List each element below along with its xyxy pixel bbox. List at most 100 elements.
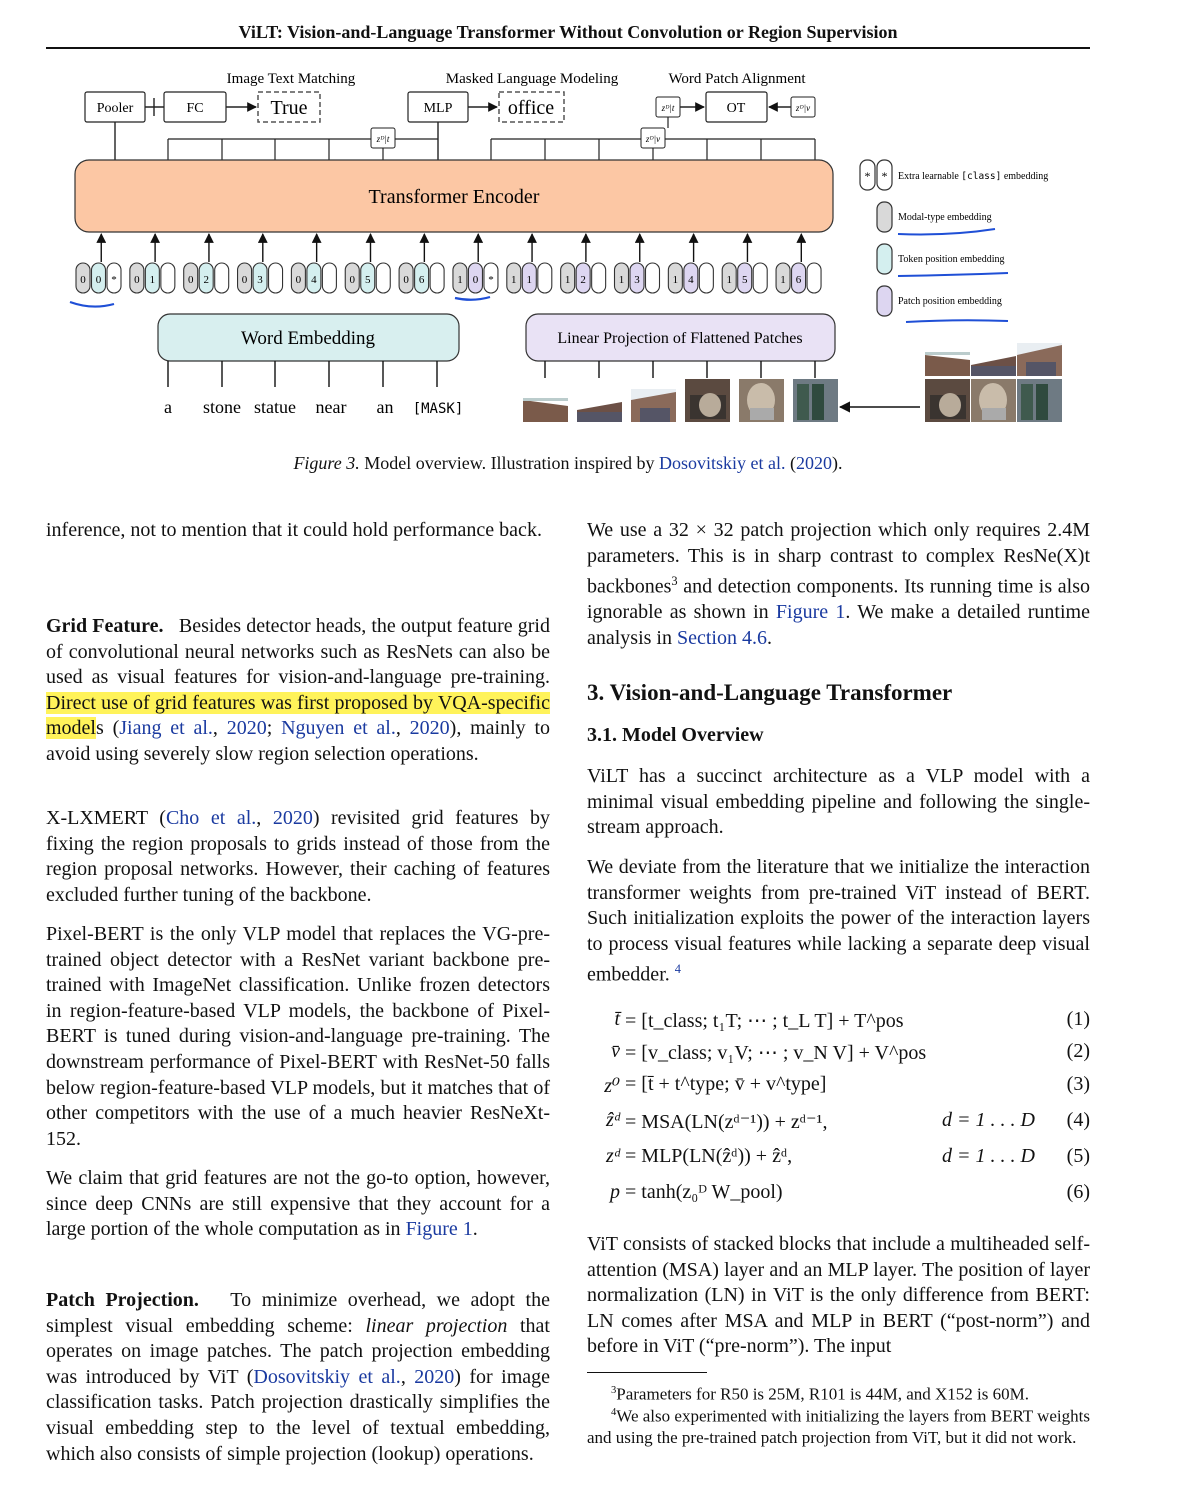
citation-jiang[interactable]: Jiang et al. bbox=[119, 717, 213, 740]
eq6-lhs: p bbox=[610, 1181, 620, 1203]
linear-projection-box: Linear Projection of Flattened Patches bbox=[525, 313, 836, 362]
content-embedding-pill bbox=[160, 262, 176, 294]
token-position-embedding-label: 6 bbox=[419, 274, 425, 286]
legend-star-2: * bbox=[882, 169, 888, 183]
caption-citation-link[interactable]: Dosovitskiy et al. bbox=[659, 453, 786, 473]
grid-feature-heading: Grid Feature. bbox=[46, 615, 164, 637]
figure-caption: Figure 3. Model overview. Illustration i… bbox=[293, 453, 843, 473]
r0-text-c: . We make a detailed runtime analysis in bbox=[587, 601, 1090, 650]
content-embedding-pill bbox=[267, 262, 284, 294]
citation-dosovitskiy-year[interactable]: 2020 bbox=[414, 1365, 455, 1388]
modal-type-embedding-pill bbox=[237, 262, 253, 294]
modal-type-embedding-label: 1 bbox=[726, 274, 732, 286]
modal-type-embedding-pill bbox=[183, 262, 199, 294]
token-position-embedding-label: 0 bbox=[96, 274, 102, 286]
pp-italic: linear projection bbox=[365, 1314, 508, 1337]
patch-position-embedding-pill bbox=[467, 262, 484, 294]
input-word: [MASK] bbox=[413, 401, 464, 417]
eq5-lhs: zᵈ bbox=[606, 1145, 620, 1167]
fn4-text: We also experimented with initializing t… bbox=[587, 1406, 1090, 1448]
modal-type-embedding-label: 0 bbox=[350, 274, 356, 286]
patch-position-embedding-label: 3 bbox=[634, 274, 640, 286]
equation-5: zᵈ = MLP(LN(ẑᵈ)) + ẑᵈ, d = 1 . . . D (5) bbox=[587, 1145, 1090, 1175]
modal-type-embedding-label: 0 bbox=[242, 274, 248, 286]
figure-1-link[interactable]: Figure 1 bbox=[405, 1218, 473, 1241]
wpa-label: Word Patch Alignment bbox=[668, 71, 806, 87]
modal-type-embedding-label: 1 bbox=[619, 274, 625, 286]
header-rule bbox=[46, 47, 1090, 49]
mlp-box: MLP bbox=[407, 91, 469, 123]
content-embedding-pill bbox=[806, 262, 822, 294]
zt-box-top: zᴰ|t bbox=[655, 96, 681, 118]
figure-1-link-2[interactable]: Figure 1 bbox=[775, 601, 846, 624]
modal-type-embedding-pill bbox=[560, 262, 576, 294]
transformer-encoder-label: Transformer Encoder bbox=[369, 186, 540, 208]
embedding-tokens: 0 0 * 0 1 0 2 0 3 0 4 0 5 0 6 1 0 * 1 1 1 2 1 3 1 4 1 5 1 6 bbox=[75, 262, 822, 294]
image-patch-5 bbox=[739, 379, 784, 422]
input-word: stone bbox=[203, 397, 241, 417]
caption-text: Model overview. Illustration inspired by bbox=[359, 453, 660, 473]
modal-type-embedding-pill bbox=[721, 262, 737, 294]
footnote-mark-3[interactable]: 3 bbox=[671, 574, 678, 589]
modal-type-embedding-label: 0 bbox=[296, 274, 302, 286]
modal-type-embedding-label: 0 bbox=[403, 274, 409, 286]
grid-text-a: Besides detector heads, the output featu… bbox=[46, 615, 550, 689]
content-embedding-pill bbox=[537, 262, 553, 294]
citation-nguyen[interactable]: Nguyen et al. bbox=[281, 717, 396, 740]
content-embedding-pill bbox=[375, 262, 391, 294]
modal-type-embedding-label: 0 bbox=[134, 274, 140, 286]
eq4-number: (4) bbox=[1066, 1109, 1090, 1131]
caption-citation-year[interactable]: 2020 bbox=[796, 453, 833, 473]
ot-label: OT bbox=[727, 101, 746, 116]
legend-extra-class: Extra learnable [class] embedding bbox=[898, 171, 1048, 182]
section-4-6-link[interactable]: Section 4.6 bbox=[677, 627, 767, 650]
patch-position-embedding-label: 1 bbox=[527, 274, 533, 286]
xl-text-b: ) revisited grid features by fixing the … bbox=[46, 807, 551, 906]
eq6-number: (6) bbox=[1066, 1181, 1090, 1203]
transformer-encoder: Transformer Encoder bbox=[74, 159, 834, 233]
zv-label: zᴰ|v bbox=[795, 103, 810, 113]
patch-position-embedding-label: 4 bbox=[688, 274, 694, 286]
citation-jiang-year[interactable]: 2020 bbox=[226, 717, 267, 740]
input-words: a stone statue near an [MASK] bbox=[164, 397, 463, 417]
equation-1: t̄ = [t_class; t₁T; ⋯ ; t_L T] + T^pos (… bbox=[587, 1008, 1090, 1038]
pooler-box: Pooler bbox=[84, 91, 146, 123]
modal-type-embedding-pill bbox=[290, 262, 306, 294]
mlp-label: MLP bbox=[424, 101, 453, 116]
grid-text-c: ), mainly to avoid using severely slow r… bbox=[46, 717, 551, 765]
zt-label: zᴰ|t bbox=[661, 103, 675, 113]
citation-cho-year[interactable]: 2020 bbox=[272, 807, 313, 829]
token-position-embedding-pill bbox=[90, 262, 107, 294]
citation-nguyen-year[interactable]: 2020 bbox=[409, 717, 450, 740]
mlm-label: Masked Language Modeling bbox=[446, 71, 619, 87]
modal-type-embedding-label: 1 bbox=[457, 274, 463, 286]
modal-type-embedding-pill bbox=[613, 262, 630, 294]
footnote-4: 4We also experimented with initializing … bbox=[587, 1402, 1090, 1449]
patch-position-embedding-pill bbox=[790, 262, 807, 294]
eq4-rhs: = MSA(LN(zᵈ⁻¹)) + zᵈ⁻¹, bbox=[625, 1111, 828, 1133]
left-para-continuation: inference, not to mention that it could … bbox=[46, 518, 550, 544]
token-group: 1 0 * bbox=[452, 262, 499, 294]
modal-type-embedding-label: 0 bbox=[188, 274, 194, 286]
token-position-embedding-pill bbox=[360, 262, 376, 294]
footnote-rule bbox=[587, 1372, 707, 1373]
grid-text-b: s ( bbox=[96, 717, 120, 740]
zv-label-2: zᴰ|v bbox=[645, 134, 660, 144]
encoder-input-arrows bbox=[96, 233, 807, 262]
citation-cho[interactable]: Cho et al. bbox=[165, 807, 257, 829]
linear-projection-label: Linear Projection of Flattened Patches bbox=[557, 330, 802, 347]
subsection-heading: 3.1. Model Overview bbox=[587, 724, 764, 746]
model-overview-figure: Image Text Matching Masked Language Mode… bbox=[69, 71, 1062, 422]
content-embedding-pill bbox=[591, 262, 607, 294]
footnote-mark-4[interactable]: 4 bbox=[674, 962, 681, 977]
content-embedding-pill bbox=[214, 262, 230, 294]
caption-end: ). bbox=[832, 453, 843, 473]
patch-position-embedding-pill bbox=[521, 262, 537, 294]
pp-text-a: To minimize overhead, we adopt the simpl… bbox=[46, 1289, 550, 1337]
citation-dosovitskiy[interactable]: Dosovitskiy et al. bbox=[253, 1365, 401, 1388]
left-para-0-text: inference, not to mention that it could … bbox=[46, 519, 542, 541]
